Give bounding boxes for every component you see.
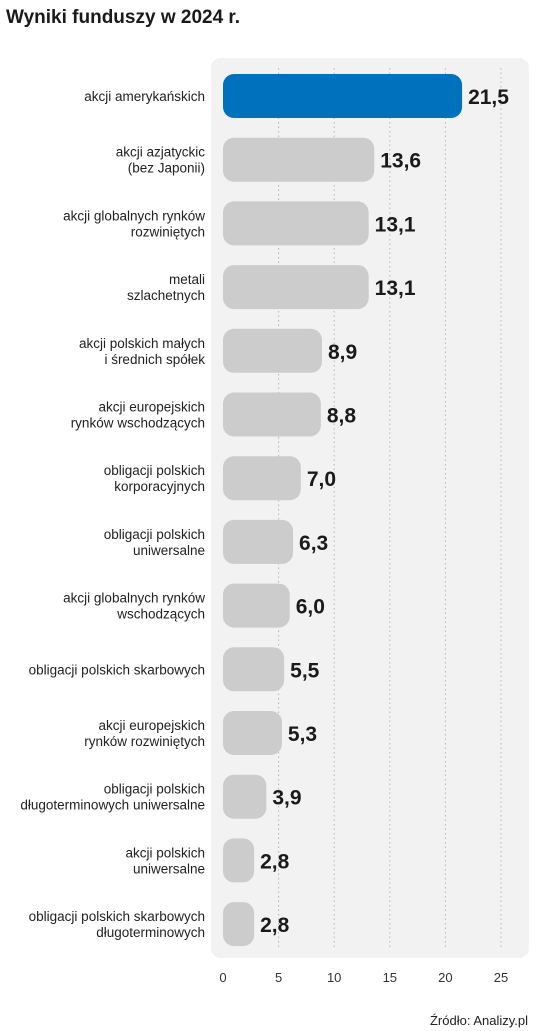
category-label-line: obligacji polskich — [104, 463, 205, 478]
bar — [223, 647, 285, 692]
x-axis: 0 5 10 15 20 25 — [219, 970, 508, 985]
category-label-line: rynków rozwiniętych — [84, 734, 205, 749]
category-label-line: rynków wschodzących — [71, 416, 205, 431]
gridlines — [278, 68, 502, 950]
value-label: 2,8 — [260, 914, 290, 937]
value-label: 13,6 — [380, 150, 421, 173]
bar — [223, 265, 369, 310]
category-label: akcji globalnych rynków wschodzących — [63, 591, 205, 622]
category-label-line: akcji globalnych rynków — [63, 591, 205, 606]
chart-title: Wyniki funduszy w 2024 r. — [6, 7, 240, 28]
bar — [223, 392, 321, 437]
category-label-line: metali — [169, 272, 205, 287]
bar — [223, 74, 463, 118]
category-label-line: obligacji polskich — [104, 782, 205, 797]
category-label-line: korporacyjnych — [114, 479, 205, 494]
value-label: 21,5 — [468, 86, 509, 109]
x-tick-label: 15 — [383, 970, 397, 985]
bar — [223, 328, 322, 373]
bars: akcji amerykańskich 21,5 akcji azjatyckic(… — [20, 74, 509, 947]
category-label: akcji europejskich rynków wschodzących — [71, 400, 205, 431]
category-label: obligacji polskich korporacyjnych — [104, 463, 205, 494]
category-label: akcji europejskich rynków rozwiniętych — [84, 718, 205, 749]
category-label-line: akcji polskich małych — [79, 336, 205, 351]
bar — [223, 838, 255, 883]
category-label-line: akcji amerykańskich — [84, 89, 205, 104]
bar — [223, 137, 375, 182]
category-label-line: akcji europejskich — [98, 718, 205, 733]
category-label-line: obligacji polskich — [104, 527, 205, 542]
category-label-line: wschodzących — [116, 607, 205, 622]
plot-panel — [211, 58, 529, 958]
category-label-line: długoterminowych — [96, 925, 205, 940]
x-tick-label: 5 — [275, 970, 282, 985]
value-label: 5,3 — [288, 723, 317, 746]
category-label: akcji polskich małych i średnich spółek — [79, 336, 205, 367]
value-label: 8,8 — [327, 405, 357, 428]
bar — [223, 456, 301, 501]
category-label: obligacji polskich uniwersalne — [104, 527, 205, 558]
category-label-line: rozwiniętych — [131, 224, 205, 239]
category-label-line: (bez Japonii) — [128, 161, 205, 176]
value-label: 13,1 — [375, 213, 416, 236]
category-label: obligacji polskich skarbowych długotermin… — [29, 909, 205, 940]
category-label-line: i średnich spółek — [104, 352, 205, 367]
category-label-line: uniwersalne — [133, 861, 205, 876]
value-label: 6,0 — [296, 596, 325, 619]
category-label: akcji polskich uniwersalne — [125, 845, 205, 876]
value-label: 7,0 — [307, 468, 336, 491]
category-label: akcji azjatyckic (bez Japonii) — [116, 145, 206, 176]
category-label-line: akcji polskich — [125, 845, 205, 860]
value-label: 5,5 — [290, 659, 320, 682]
category-label-line: akcji europejskich — [98, 400, 205, 415]
category-label: obligacji polskich skarbowych — [29, 662, 205, 677]
x-tick-label: 20 — [438, 970, 452, 985]
value-label: 2,8 — [260, 850, 290, 873]
category-label-line: obligacji polskich skarbowych — [29, 662, 205, 677]
bar — [223, 519, 294, 564]
category-label-line: długoterminowych uniwersalne — [20, 798, 205, 813]
x-tick-label: 10 — [327, 970, 341, 985]
value-label: 6,3 — [299, 532, 328, 555]
bar — [223, 774, 267, 819]
source-note: Źródło: Analizy.pl — [430, 1013, 528, 1028]
category-label: akcji globalnych rynków rozwiniętych — [63, 208, 205, 239]
bar — [223, 201, 369, 246]
category-label-line: obligacji polskich skarbowych — [29, 909, 205, 924]
value-label: 3,9 — [272, 787, 301, 810]
bar — [223, 711, 282, 755]
value-label: 8,9 — [328, 341, 357, 364]
category-label: akcji amerykańskich — [84, 89, 205, 104]
category-label-line: akcji globalnych rynków — [63, 208, 205, 223]
bar — [223, 583, 290, 628]
bar — [223, 902, 255, 947]
category-label: obligacji polskich długoterminowych uniwe… — [20, 782, 205, 813]
category-label-line: szlachetnych — [127, 288, 205, 303]
x-tick-label: 0 — [219, 970, 226, 985]
value-label: 13,1 — [375, 277, 416, 300]
category-label-line: akcji azjatyckic — [116, 145, 206, 160]
category-label-line: uniwersalne — [133, 543, 205, 558]
x-tick-label: 25 — [494, 970, 508, 985]
category-label: metali szlachetnych — [127, 272, 205, 303]
